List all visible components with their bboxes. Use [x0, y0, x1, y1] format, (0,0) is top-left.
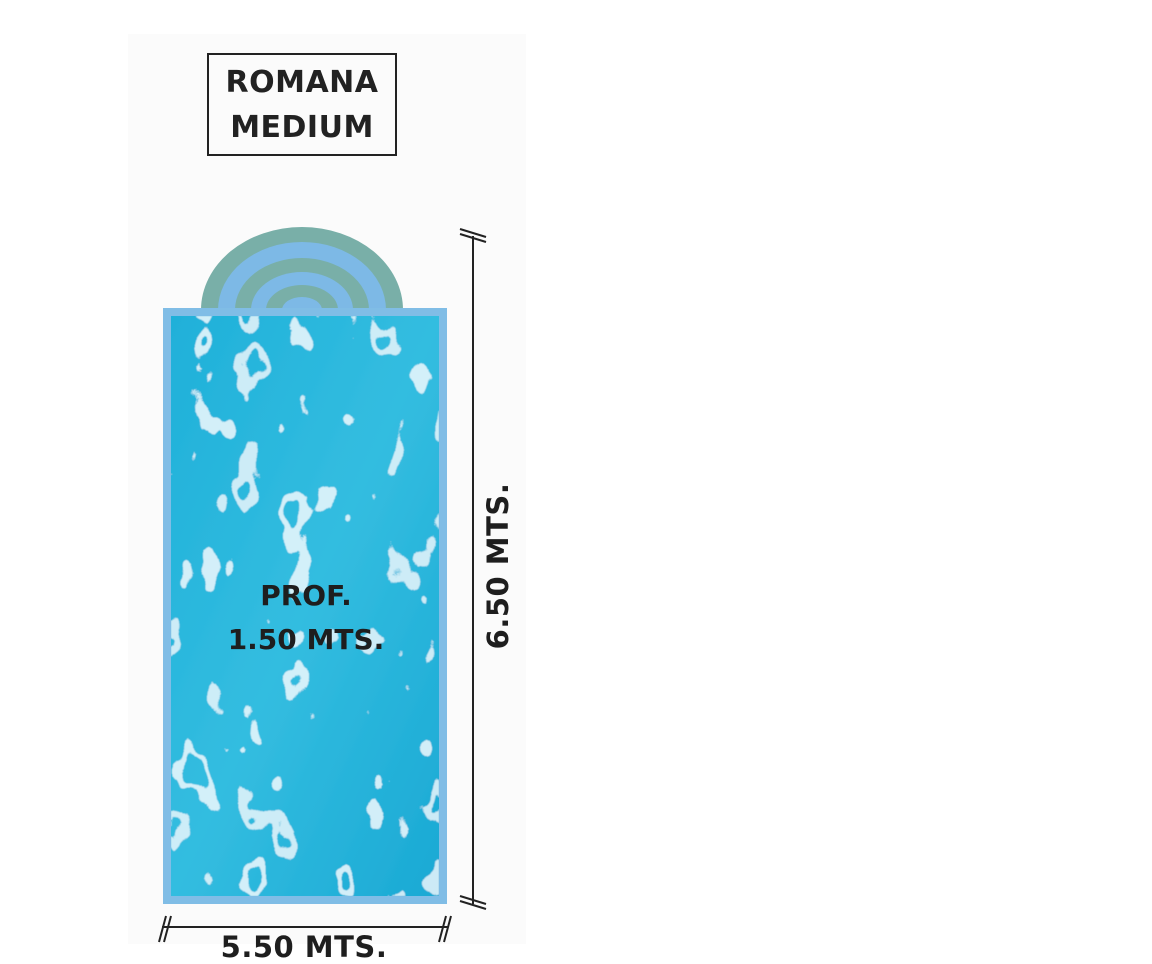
model-title-line2: MEDIUM — [230, 109, 374, 145]
step-ring-6 — [282, 297, 322, 310]
model-title-box: ROMANA MEDIUM — [207, 53, 397, 156]
depth-label-line1: PROF. — [260, 579, 352, 612]
pool-length-label: 6.50 MTS. — [481, 482, 515, 650]
depth-label-line2: 1.50 MTS. — [227, 623, 385, 656]
pool-drawing — [158, 227, 487, 943]
pool-water — [171, 316, 439, 896]
roman-steps — [201, 227, 403, 310]
pool-depth-label: PROF. 1.50 MTS. — [168, 574, 444, 662]
pool-width-label: 5.50 MTS. — [220, 930, 388, 964]
model-title-line1: ROMANA — [225, 64, 379, 100]
length-dimension-line — [459, 228, 487, 910]
width-dimension-line — [158, 915, 452, 943]
